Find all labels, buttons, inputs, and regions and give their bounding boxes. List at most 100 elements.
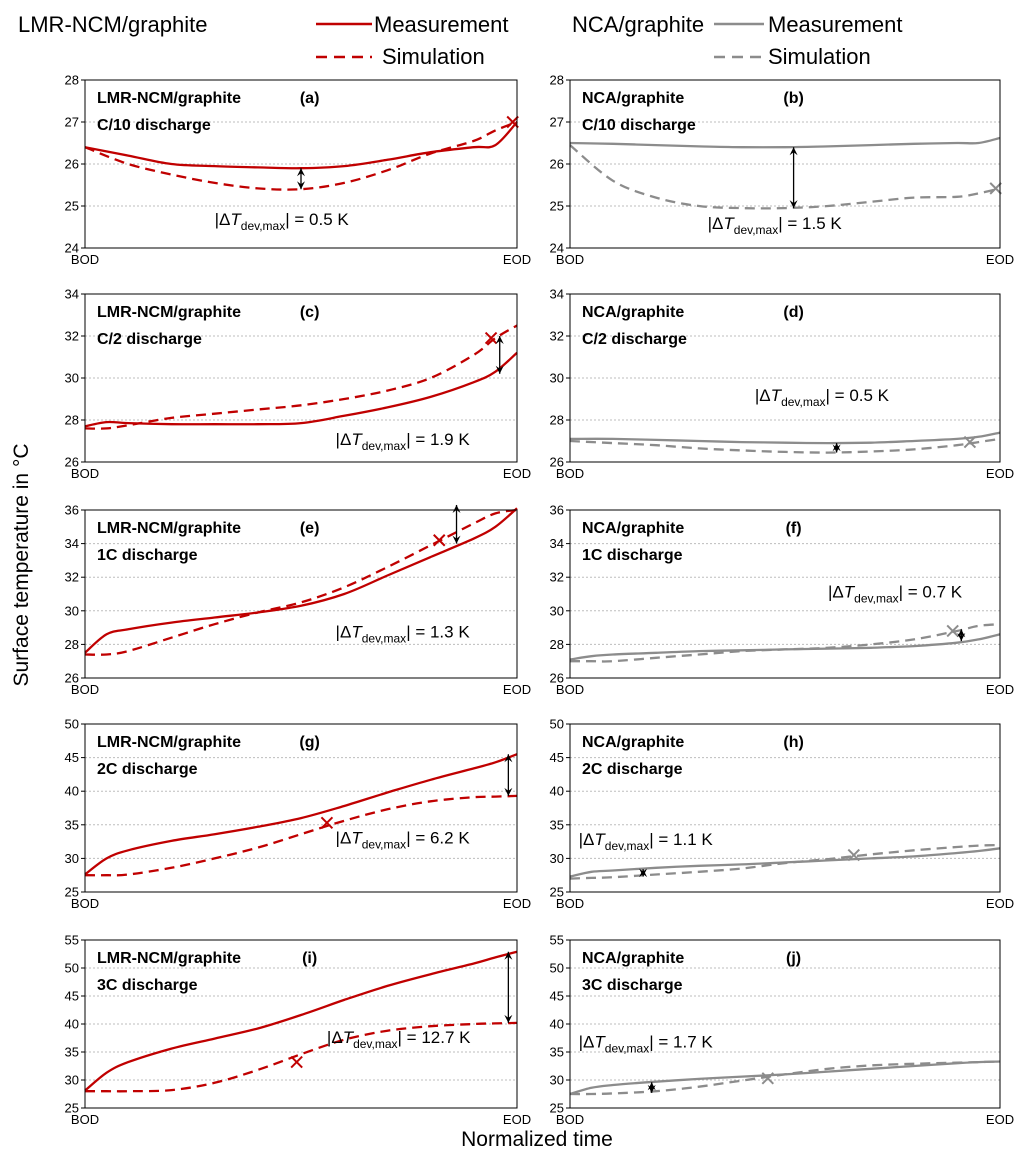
deviation-arrow [957, 629, 966, 642]
x-tick-label-end: EOD [986, 252, 1014, 267]
deviation-annotation: |ΔTdev,max| = 1.5 K [708, 214, 843, 237]
y-tick-label: 32 [550, 329, 564, 344]
panel-cell-label: LMR-NCM/graphite [97, 520, 241, 537]
x-tick-label-start: BOD [71, 252, 99, 267]
panel-letter: (f) [786, 520, 802, 537]
simulation-line [569, 843, 1001, 880]
y-tick-label: 26 [550, 671, 564, 686]
measurement-line [84, 351, 518, 428]
y-tick-label: 35 [65, 1045, 79, 1060]
panel-i: 25 30 35 40 45 50 55 BOD EOD LMR-NCM/graphite 3C d… [65, 933, 532, 1128]
y-tick-label: 28 [65, 73, 79, 88]
y-tick-label: 34 [550, 287, 564, 302]
x-tick-label-start: BOD [556, 682, 584, 697]
y-tick-label: 50 [550, 961, 564, 976]
x-tick-label-start: BOD [71, 896, 99, 911]
x-tick-label-end: EOD [986, 682, 1014, 697]
y-tick-label: 26 [65, 157, 79, 172]
legend-left: LMR-NCM/graphite Measurement Simulation [18, 12, 509, 69]
measurement-line [84, 507, 518, 654]
y-tick-label: 50 [65, 961, 79, 976]
y-tick-label: 30 [550, 371, 564, 386]
measurement-line [84, 753, 518, 876]
y-tick-label: 50 [550, 717, 564, 732]
y-tick-label: 40 [65, 1017, 79, 1032]
legend-right-simulation: Simulation [768, 44, 871, 69]
panel-cell-label: NCA/graphite [582, 734, 684, 751]
panel-condition-label: C/2 discharge [97, 331, 202, 348]
eod-marker [989, 182, 1002, 195]
panel-letter: (e) [300, 520, 320, 537]
y-tick-label: 28 [550, 637, 564, 652]
deviation-arrow [639, 868, 648, 878]
y-tick-label: 32 [65, 329, 79, 344]
y-tick-label: 40 [65, 784, 79, 799]
y-tick-label: 27 [550, 115, 564, 130]
panel-condition-label: C/2 discharge [582, 331, 687, 348]
measurement-line [84, 950, 518, 1092]
y-tick-label: 28 [65, 413, 79, 428]
y-tick-label: 34 [65, 536, 79, 551]
y-tick-label: 50 [65, 717, 79, 732]
deviation-arrow [452, 504, 461, 544]
panel-j: 25 30 35 40 45 50 55 BOD EOD NCA/graphite 3C disch… [550, 933, 1015, 1128]
y-tick-label: 28 [550, 413, 564, 428]
panel-f: 26 28 30 32 34 36 BOD EOD NCA/graphite 1C dischar… [550, 503, 1015, 698]
panel-cell-label: NCA/graphite [582, 90, 684, 107]
y-tick-label: 30 [65, 603, 79, 618]
panel-letter: (j) [786, 950, 801, 967]
x-tick-label-end: EOD [986, 466, 1014, 481]
y-axis-title: Surface temperature in °C [10, 443, 33, 686]
panel-d: 26 28 30 32 34 BOD EOD NCA/graphite C/2 discharg… [550, 287, 1015, 482]
x-tick-label-end: EOD [503, 466, 531, 481]
legend-left-measurement: Measurement [374, 12, 509, 37]
y-tick-label: 45 [65, 989, 79, 1004]
eod-marker [963, 435, 977, 449]
y-tick-label: 32 [65, 570, 79, 585]
y-tick-label: 35 [65, 817, 79, 832]
x-tick-label-start: BOD [556, 1112, 584, 1127]
deviation-arrow [504, 754, 513, 796]
panel-cell-label: LMR-NCM/graphite [97, 734, 241, 751]
y-tick-label: 26 [550, 455, 564, 470]
panel-letter: (a) [300, 90, 320, 107]
y-tick-label: 55 [550, 933, 564, 948]
panel-cell-label: NCA/graphite [582, 304, 684, 321]
plot-frame [84, 509, 518, 679]
panel-letter: (c) [300, 304, 320, 321]
simulation-line [569, 1060, 1001, 1096]
eod-marker [761, 1072, 775, 1085]
deviation-arrow [832, 443, 841, 453]
y-tick-label: 34 [550, 536, 564, 551]
y-tick-label: 30 [65, 371, 79, 386]
y-tick-label: 26 [65, 455, 79, 470]
x-tick-label-end: EOD [986, 896, 1014, 911]
deviation-annotation: |ΔTdev,max| = 0.7 K [828, 582, 963, 605]
panel-letter: (i) [302, 950, 317, 967]
eod-marker [433, 534, 446, 547]
deviation-annotation: |ΔTdev,max| = 1.9 K [336, 430, 471, 453]
measurement-line [569, 633, 1001, 661]
deviation-arrow [495, 336, 504, 374]
legend-right-group: NCA/graphite [572, 12, 704, 37]
eod-marker [847, 848, 861, 862]
y-tick-label: 25 [550, 1101, 564, 1116]
y-tick-label: 26 [65, 671, 79, 686]
y-tick-label: 28 [550, 73, 564, 88]
simulation-line [570, 623, 1001, 663]
deviation-arrow [504, 951, 513, 1023]
panel-a: 24 25 26 27 28 BOD EOD LMR-NCM/graphite C/10 dis… [65, 73, 532, 268]
y-tick-label: 30 [550, 603, 564, 618]
legend-left-group: LMR-NCM/graphite [18, 12, 208, 37]
y-tick-label: 45 [65, 750, 79, 765]
x-tick-label-start: BOD [71, 1112, 99, 1127]
x-tick-label-start: BOD [556, 466, 584, 481]
x-tick-label-start: BOD [71, 682, 99, 697]
plot-frame [569, 79, 1001, 249]
panel-letter: (b) [783, 90, 803, 107]
deviation-arrow [789, 147, 798, 209]
y-tick-label: 25 [65, 1101, 79, 1116]
y-tick-label: 30 [65, 851, 79, 866]
deviation-arrow [297, 168, 305, 190]
plot-frame [84, 939, 518, 1109]
